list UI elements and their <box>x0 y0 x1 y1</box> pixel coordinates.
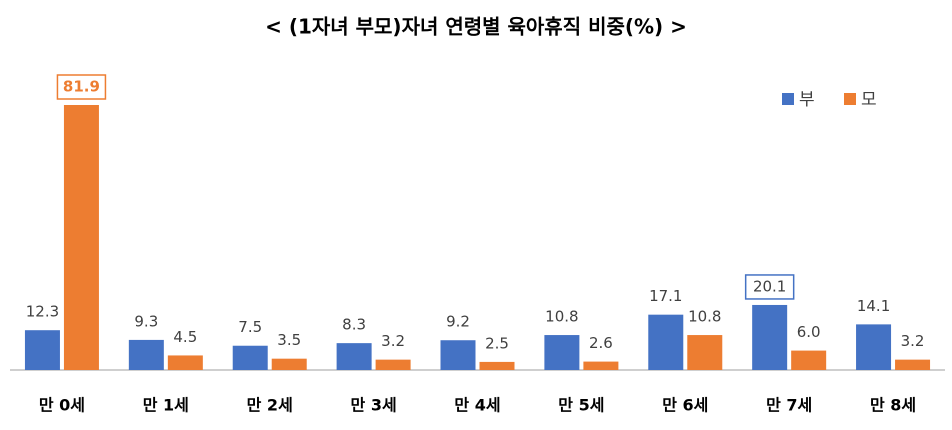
bar <box>752 304 788 370</box>
x-tick-label: 만 8세 <box>870 396 916 415</box>
bar <box>24 330 60 370</box>
value-label: 81.9 <box>63 78 100 96</box>
bar <box>856 324 892 370</box>
legend-swatch <box>782 93 794 105</box>
value-label: 3.2 <box>381 332 405 350</box>
bar <box>479 361 515 370</box>
x-tick-label: 만 2세 <box>247 396 293 415</box>
chart-title: < (1자녀 부모)자녀 연령별 육아휴직 비중(%) > <box>265 15 687 39</box>
value-label: 9.2 <box>446 313 470 331</box>
bar <box>232 345 268 370</box>
value-label: 2.5 <box>485 334 509 352</box>
value-label: 3.2 <box>901 332 925 350</box>
value-label: 14.1 <box>857 297 890 315</box>
x-tick-label: 만 7세 <box>766 396 812 415</box>
legend-swatch <box>844 93 856 105</box>
x-tick-label: 만 0세 <box>39 396 85 415</box>
value-label: 10.8 <box>688 308 721 326</box>
value-label: 6.0 <box>797 323 821 341</box>
value-label: 10.8 <box>545 308 578 326</box>
value-label: 9.3 <box>134 312 158 330</box>
bar <box>583 361 619 370</box>
bar <box>687 335 723 370</box>
value-label: 20.1 <box>753 277 786 295</box>
bar <box>128 339 164 370</box>
value-label: 12.3 <box>26 303 59 321</box>
label-box <box>56 74 107 100</box>
bar <box>648 314 684 370</box>
value-label: 3.5 <box>277 331 301 349</box>
label-box <box>744 274 795 300</box>
bar <box>63 105 99 370</box>
legend-label: 모 <box>861 90 877 110</box>
bar <box>375 359 411 370</box>
bar <box>791 350 827 370</box>
bar <box>167 355 203 370</box>
x-tick-label: 만 4세 <box>454 396 500 415</box>
x-tick-label: 만 1세 <box>143 396 189 415</box>
value-label: 8.3 <box>342 316 366 334</box>
bar <box>336 343 372 370</box>
value-label: 7.5 <box>238 318 262 336</box>
value-label: 17.1 <box>649 287 682 305</box>
x-tick-label: 만 6세 <box>662 396 708 415</box>
x-tick-label: 만 5세 <box>558 396 604 415</box>
bar <box>895 359 931 370</box>
x-tick-label: 만 3세 <box>351 396 397 415</box>
value-label: 4.5 <box>173 328 197 346</box>
bar <box>544 335 580 370</box>
legend-label: 부 <box>799 90 815 110</box>
bar <box>440 340 476 370</box>
value-label: 2.6 <box>589 334 613 352</box>
bar <box>271 358 307 370</box>
